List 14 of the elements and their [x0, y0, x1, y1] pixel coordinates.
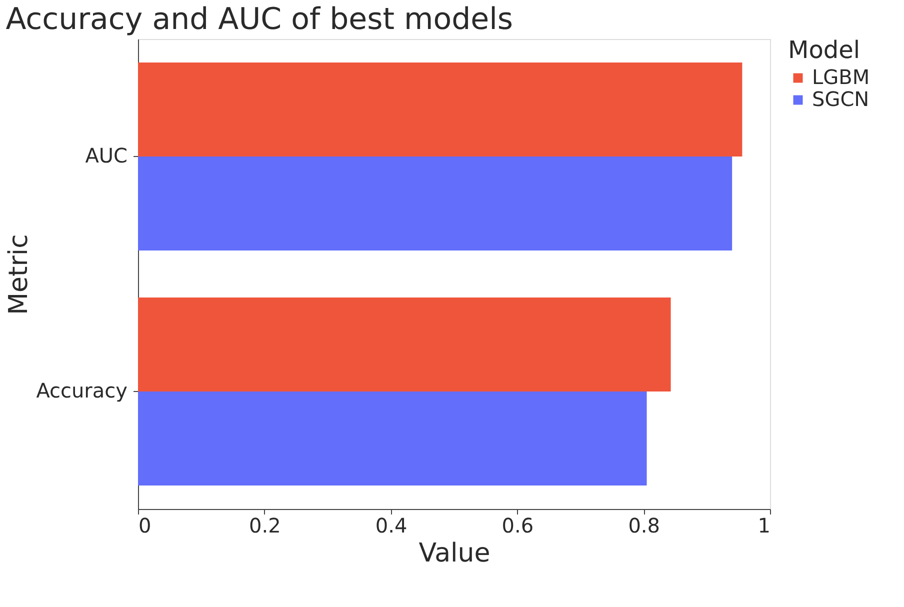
- x-tick-label: 1: [758, 514, 770, 538]
- x-tick-label: 0: [138, 514, 152, 538]
- y-tick-label: Accuracy: [36, 378, 128, 402]
- legend-label: SGCN: [812, 87, 870, 111]
- y-tick-label: AUC: [85, 144, 128, 168]
- legend-title: Model: [788, 36, 860, 64]
- x-axis-title: Value: [418, 538, 490, 568]
- x-tick-label: 0.6: [502, 514, 534, 538]
- legend-label: LGBM: [812, 65, 870, 89]
- chart-title: Accuracy and AUC of best models: [6, 2, 514, 37]
- y-axis-title: Metric: [4, 234, 34, 315]
- x-tick-label: 0.4: [375, 514, 408, 538]
- x-tick-label: 0.8: [628, 514, 660, 538]
- x-tick-label: 0.2: [248, 514, 281, 538]
